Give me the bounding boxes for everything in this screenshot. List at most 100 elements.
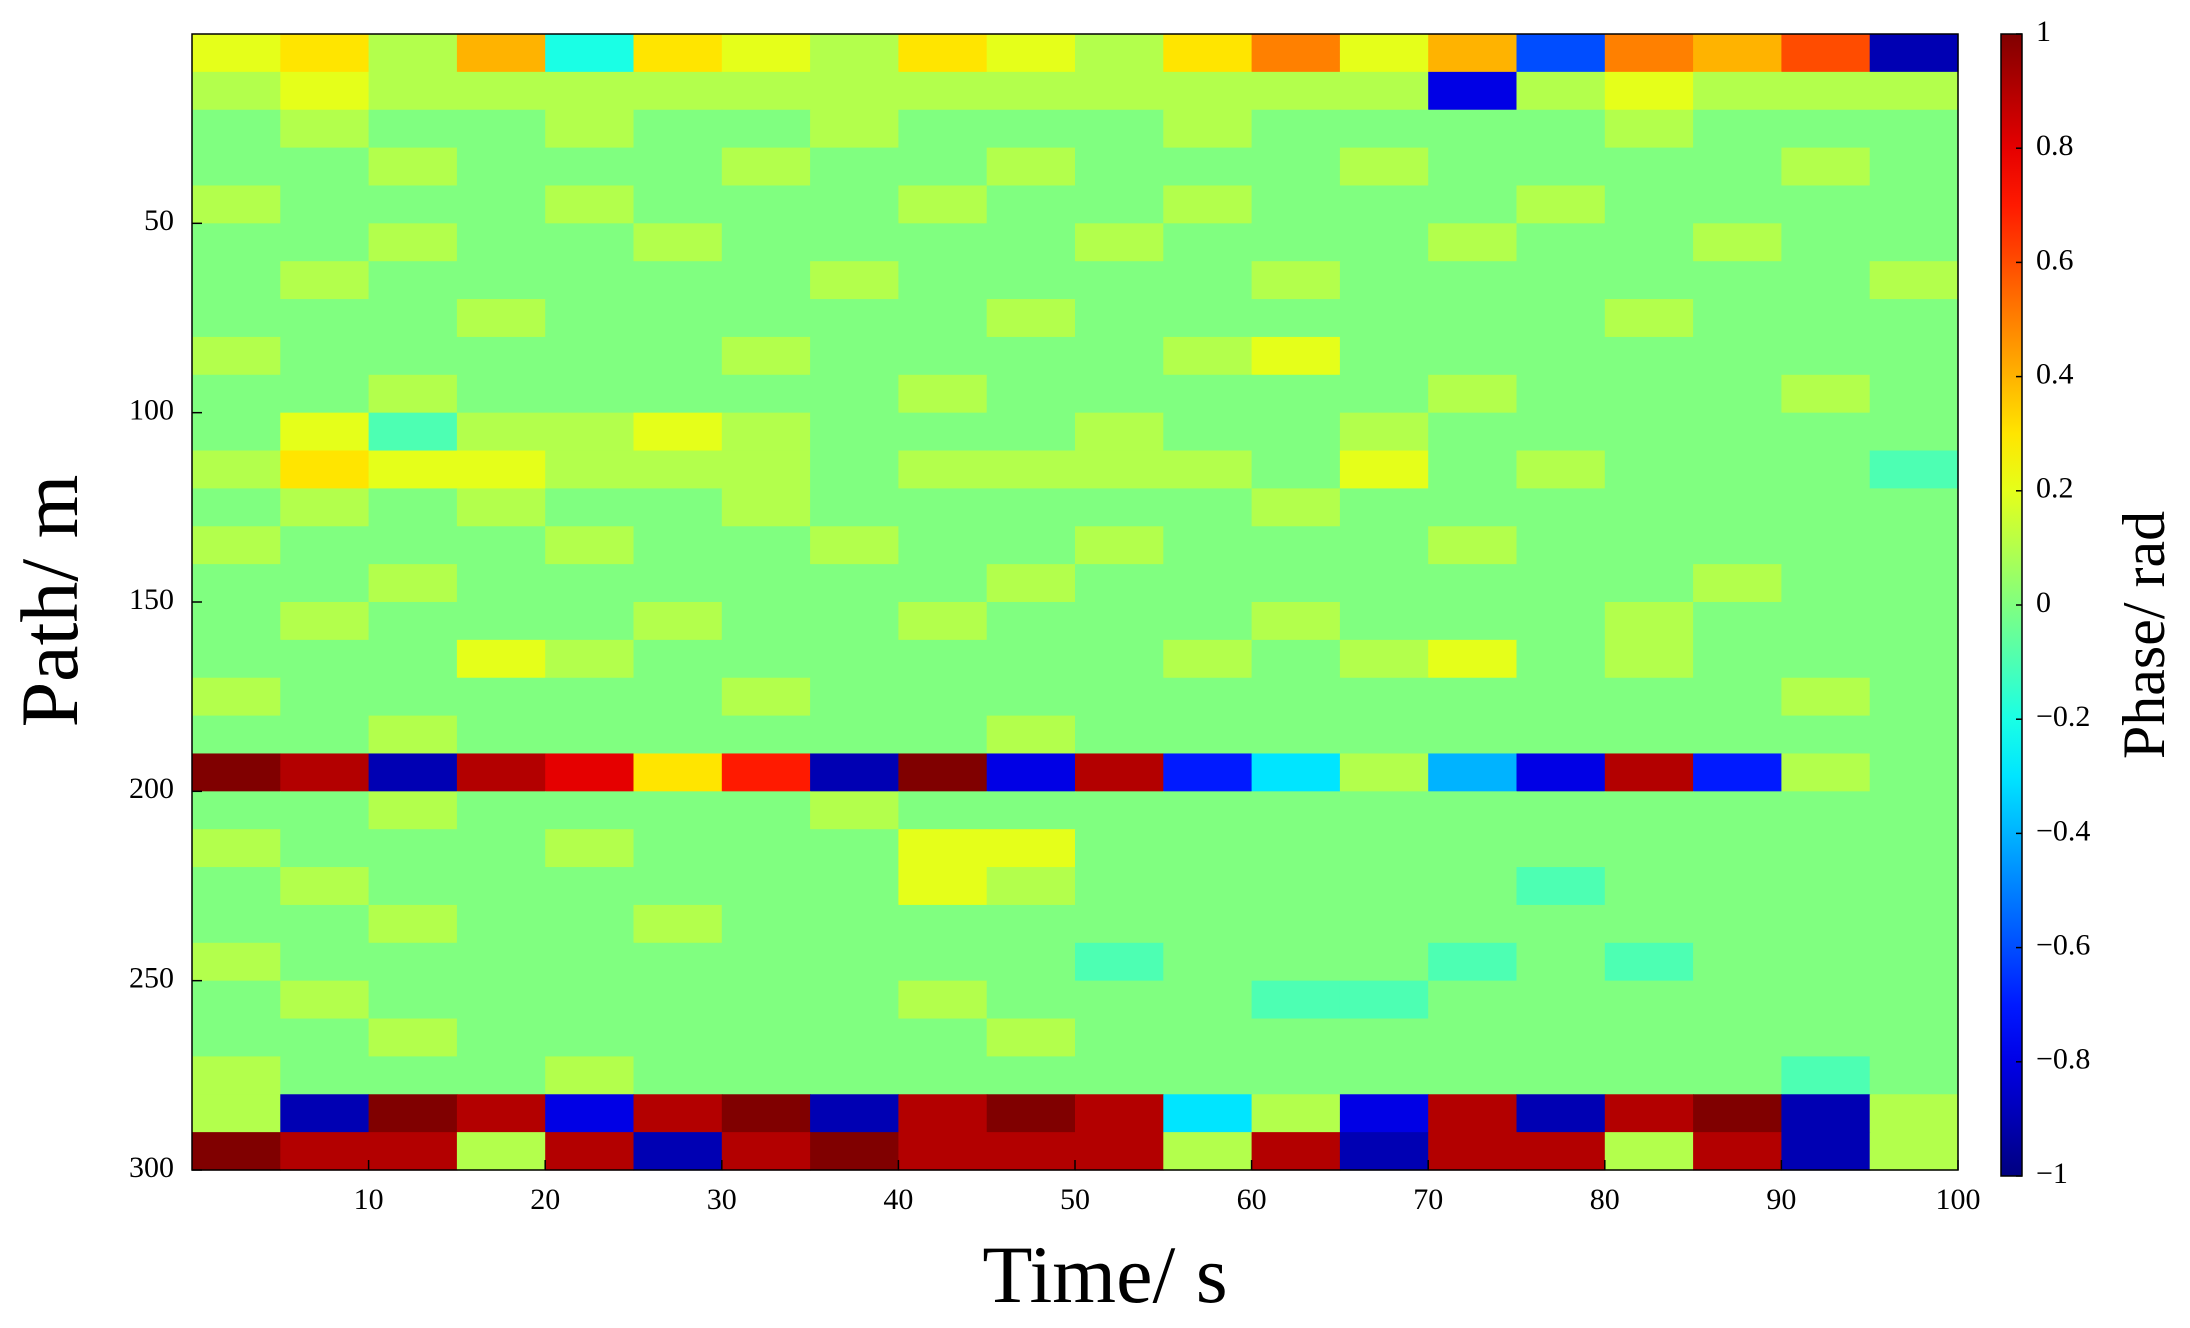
heatmap-cell: [810, 639, 899, 679]
heatmap-cell: [633, 185, 723, 224]
heatmap-cell: [1869, 1018, 1959, 1057]
heatmap-cell: [545, 223, 635, 262]
heatmap-cell: [1869, 602, 1959, 641]
heatmap-cell: [898, 791, 988, 830]
heatmap-cell: [192, 564, 281, 603]
heatmap-cell: [456, 753, 546, 792]
heatmap-cell: [1516, 791, 1606, 830]
x-tick-label: 60: [1237, 1183, 1267, 1216]
heatmap-cell: [1339, 753, 1429, 792]
heatmap-cell: [368, 71, 458, 111]
heatmap-cell: [721, 34, 811, 73]
heatmap-cell: [898, 753, 988, 792]
heatmap-cell: [1339, 1018, 1429, 1057]
heatmap-cell: [1693, 904, 1782, 944]
heatmap-cell: [721, 1018, 811, 1057]
heatmap-cell: [986, 1018, 1076, 1057]
heatmap-cell: [1781, 34, 1871, 73]
heatmap-cell: [986, 564, 1076, 603]
heatmap-cell: [1339, 829, 1429, 868]
heatmap-cell: [1251, 450, 1341, 489]
heatmap-cell: [633, 261, 723, 300]
heatmap-cell: [1339, 336, 1429, 376]
heatmap-cell: [1075, 677, 1164, 717]
heatmap-cell: [633, 336, 723, 376]
heatmap-cell: [1781, 412, 1871, 452]
heatmap-cell: [1075, 980, 1164, 1020]
heatmap-cell: [898, 71, 988, 111]
heatmap-cell: [280, 904, 370, 944]
heatmap-cell: [1163, 564, 1253, 603]
heatmap-cell: [1781, 1056, 1871, 1095]
heatmap-cell: [1604, 109, 1694, 149]
heatmap-cell: [1251, 336, 1341, 376]
heatmap-cell: [192, 488, 281, 527]
heatmap-cell: [810, 1056, 899, 1095]
heatmap-cell: [368, 336, 458, 376]
heatmap-cell: [368, 147, 458, 187]
heatmap-cell: [1693, 412, 1782, 452]
heatmap-cell: [280, 1094, 370, 1133]
heatmap-cell: [986, 526, 1076, 565]
heatmap-cell: [810, 715, 899, 755]
heatmap-cell: [986, 450, 1076, 489]
heatmap-cell: [1428, 374, 1518, 414]
heatmap-cell: [1428, 904, 1518, 944]
heatmap-cell: [545, 791, 635, 830]
heatmap-cell: [545, 980, 635, 1020]
heatmap-cell: [1693, 791, 1782, 830]
heatmap-cell: [1781, 980, 1871, 1020]
heatmap-cell: [456, 904, 546, 944]
heatmap-cell: [192, 980, 281, 1020]
heatmap-cell: [280, 564, 370, 603]
heatmap-cell: [986, 602, 1076, 641]
heatmap-cell: [545, 185, 635, 224]
heatmap-cell: [1339, 223, 1429, 262]
heatmap-cell: [280, 942, 370, 982]
heatmap-cell: [545, 147, 635, 187]
heatmap-cell: [1604, 336, 1694, 376]
heatmap-cell: [810, 980, 899, 1020]
colorbar-tick-label: 1: [2036, 15, 2051, 48]
heatmap-cell: [1604, 829, 1694, 868]
heatmap-cell: [1869, 639, 1959, 679]
heatmap-cell: [1604, 564, 1694, 603]
heatmap-cell: [1604, 185, 1694, 224]
x-tick-label: 50: [1060, 1183, 1090, 1216]
heatmap-cell: [1781, 1094, 1871, 1133]
heatmap-cell: [1604, 639, 1694, 679]
heatmap-cell: [898, 942, 988, 982]
heatmap-cell: [1339, 412, 1429, 452]
heatmap-cell: [1781, 791, 1871, 830]
heatmap-cell: [545, 412, 635, 452]
heatmap-cell: [1075, 109, 1164, 149]
heatmap-cell: [986, 71, 1076, 111]
heatmap-cell: [633, 71, 723, 111]
heatmap-cell: [986, 412, 1076, 452]
heatmap-cell: [898, 336, 988, 376]
heatmap-cell: [1604, 223, 1694, 262]
heatmap-cell: [1604, 526, 1694, 565]
heatmap-cell: [986, 299, 1076, 338]
heatmap-cell: [1693, 1094, 1782, 1133]
heatmap-cell: [545, 374, 635, 414]
heatmap-cell: [898, 677, 988, 717]
heatmap-cell: [1251, 1056, 1341, 1095]
heatmap-cell: [1604, 791, 1694, 830]
heatmap-cell: [192, 412, 281, 452]
heatmap-cell: [1251, 109, 1341, 149]
colorbar-tick-label: −0.4: [2036, 814, 2090, 847]
heatmap-cell: [721, 450, 811, 489]
heatmap-cell: [368, 753, 458, 792]
heatmap-cell: [1428, 185, 1518, 224]
heatmap-cell: [721, 829, 811, 868]
colorbar-label: Phase/ rad: [2111, 511, 2177, 759]
heatmap-cell: [721, 526, 811, 565]
heatmap-cell: [986, 980, 1076, 1020]
heatmap-cell: [1251, 71, 1341, 111]
heatmap-cell: [545, 299, 635, 338]
heatmap-cell: [1251, 412, 1341, 452]
heatmap-cell: [633, 980, 723, 1020]
heatmap-cell: [1428, 1132, 1518, 1171]
